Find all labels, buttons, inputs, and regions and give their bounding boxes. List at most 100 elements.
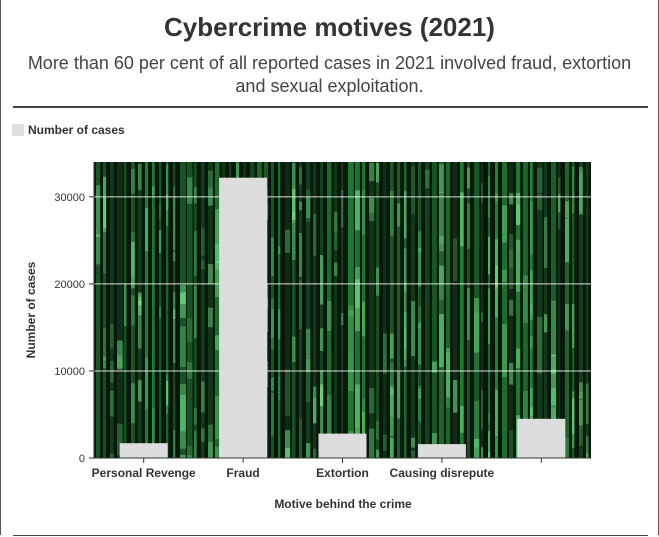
code-glyphs <box>376 163 380 183</box>
code-glyphs <box>376 420 380 440</box>
code-column <box>180 162 186 458</box>
code-column <box>446 162 451 458</box>
code-glyphs <box>509 249 514 268</box>
code-glyphs <box>439 235 444 252</box>
code-glyphs <box>131 295 135 326</box>
code-glyphs <box>404 311 407 360</box>
code-glyphs <box>488 430 491 458</box>
code-glyphs <box>292 163 296 220</box>
code-column <box>334 162 338 458</box>
code-glyphs <box>208 264 213 284</box>
code-column <box>173 162 176 458</box>
bar <box>119 443 168 458</box>
code-glyphs <box>355 190 360 231</box>
code-column <box>425 162 430 458</box>
code-column <box>215 162 220 458</box>
code-glyphs <box>285 369 291 416</box>
code-glyphs <box>215 395 220 440</box>
code-glyphs <box>418 231 422 252</box>
code-glyphs <box>131 383 135 424</box>
bar <box>417 444 466 458</box>
code-column <box>285 162 291 458</box>
code-glyphs <box>516 239 521 292</box>
code-column <box>523 162 528 458</box>
code-column <box>439 162 444 458</box>
code-glyphs <box>166 164 169 211</box>
code-glyphs <box>418 389 422 422</box>
code-glyphs <box>418 306 422 329</box>
code-glyphs <box>341 313 344 325</box>
code-glyphs <box>271 308 274 338</box>
code-glyphs <box>481 312 483 322</box>
code-glyphs <box>369 197 375 221</box>
code-glyphs <box>586 453 589 458</box>
code-glyphs <box>187 177 193 204</box>
code-glyphs <box>516 348 521 369</box>
code-glyphs <box>96 185 101 238</box>
code-glyphs <box>334 211 338 234</box>
code-glyphs <box>215 243 220 270</box>
code-glyphs <box>313 386 317 424</box>
code-glyphs <box>579 391 583 446</box>
code-glyphs <box>418 247 422 287</box>
code-glyphs <box>201 381 205 413</box>
code-glyphs <box>411 450 415 458</box>
code-glyphs <box>362 398 366 414</box>
code-glyphs <box>369 428 375 458</box>
code-glyphs <box>180 455 186 458</box>
code-glyphs <box>355 384 360 438</box>
code-column <box>271 162 274 458</box>
code-column <box>159 162 162 458</box>
code-glyphs <box>460 405 464 433</box>
code-glyphs <box>285 229 291 253</box>
code-column <box>117 162 123 458</box>
code-glyphs <box>481 183 483 203</box>
code-glyphs <box>537 193 543 210</box>
legend[interactable]: Number of cases <box>12 123 125 137</box>
code-glyphs <box>467 167 470 189</box>
code-glyphs <box>502 205 507 243</box>
code-glyphs <box>173 252 176 262</box>
code-column <box>362 162 366 458</box>
code-column <box>299 162 302 458</box>
code-glyphs <box>390 333 394 359</box>
code-glyphs <box>327 395 332 453</box>
code-glyphs <box>201 228 205 256</box>
code-glyphs <box>376 267 380 296</box>
bar <box>219 177 268 458</box>
code-glyphs <box>159 230 162 253</box>
code-glyphs <box>565 218 569 263</box>
code-glyphs <box>551 354 557 374</box>
code-glyphs <box>159 306 162 318</box>
code-glyphs <box>390 437 394 458</box>
code-column <box>565 162 569 458</box>
code-column <box>572 162 575 458</box>
code-column <box>383 162 387 458</box>
code-glyphs <box>495 239 498 288</box>
code-glyphs <box>194 230 197 276</box>
code-glyphs <box>299 233 302 278</box>
code-glyphs <box>306 443 311 458</box>
code-glyphs <box>467 203 470 249</box>
code-glyphs <box>208 170 213 206</box>
code-column <box>369 162 375 458</box>
code-glyphs <box>404 346 407 367</box>
code-glyphs <box>103 231 107 274</box>
code-glyphs <box>110 390 114 417</box>
code-glyphs <box>173 197 176 251</box>
code-glyphs <box>173 292 176 319</box>
code-glyphs <box>131 232 135 278</box>
bars <box>119 177 566 458</box>
code-column <box>166 162 169 458</box>
code-glyphs <box>551 388 557 421</box>
code-glyphs <box>187 455 193 458</box>
code-column <box>537 162 543 458</box>
code-glyphs <box>187 446 193 458</box>
code-glyphs <box>208 307 213 328</box>
code-column <box>551 162 557 458</box>
code-column <box>460 162 464 458</box>
code-glyphs <box>432 433 437 447</box>
code-glyphs <box>516 193 521 226</box>
code-glyphs <box>306 328 311 373</box>
